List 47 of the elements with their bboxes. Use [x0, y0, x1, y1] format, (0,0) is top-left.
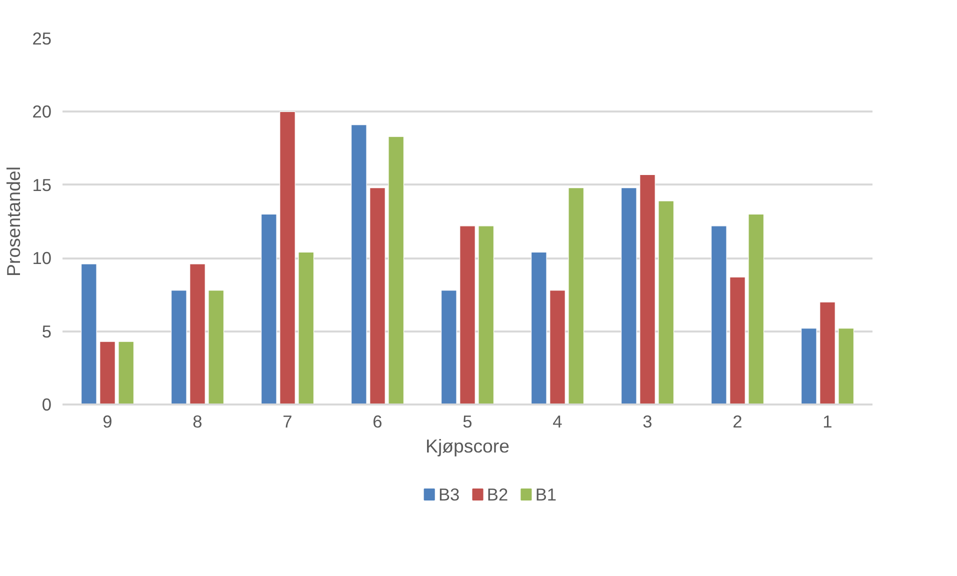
bar — [388, 136, 404, 404]
bar — [620, 188, 637, 404]
x-tick-label: 1 — [822, 412, 832, 432]
y-tick-label: 25 — [32, 28, 52, 48]
bar — [460, 226, 476, 404]
x-tick-label: 6 — [372, 412, 382, 432]
bar — [710, 226, 727, 404]
bar — [208, 290, 224, 404]
bar — [800, 328, 817, 404]
bar — [260, 214, 277, 404]
bar — [550, 290, 566, 404]
y-tick-label: 10 — [32, 248, 52, 268]
bar — [370, 188, 386, 404]
bar — [640, 174, 656, 404]
x-tick-label: 5 — [462, 412, 472, 432]
bar — [820, 302, 836, 404]
bar — [118, 341, 134, 404]
bar — [100, 341, 116, 404]
bar — [350, 124, 367, 404]
bar — [80, 264, 97, 404]
bar — [730, 276, 746, 404]
bar — [658, 200, 674, 404]
bar — [280, 111, 296, 404]
bar — [440, 290, 457, 404]
y-axis-title: Prosentandel — [3, 166, 24, 276]
y-tick-label: 15 — [32, 174, 52, 195]
legend-label: B2 — [486, 484, 508, 504]
legend-label: B3 — [438, 484, 460, 504]
x-tick-label: 7 — [282, 412, 292, 432]
y-tick-label: 20 — [32, 102, 52, 122]
bar — [748, 214, 764, 404]
x-tick-label: 9 — [102, 412, 112, 432]
x-axis-title: Kjøpscore — [426, 436, 510, 456]
legend-label: B1 — [535, 484, 557, 504]
bar — [190, 264, 206, 404]
bar — [838, 328, 854, 404]
bar — [298, 252, 314, 404]
x-tick-label: 3 — [642, 412, 652, 432]
x-tick-label: 2 — [732, 412, 742, 432]
bar — [530, 252, 547, 404]
y-tick-label: 0 — [42, 394, 52, 414]
x-tick-label: 8 — [192, 412, 202, 432]
bar — [568, 188, 584, 404]
x-tick-label: 4 — [552, 412, 563, 432]
bar — [170, 290, 187, 404]
bar — [478, 226, 494, 404]
y-tick-label: 5 — [42, 321, 52, 342]
